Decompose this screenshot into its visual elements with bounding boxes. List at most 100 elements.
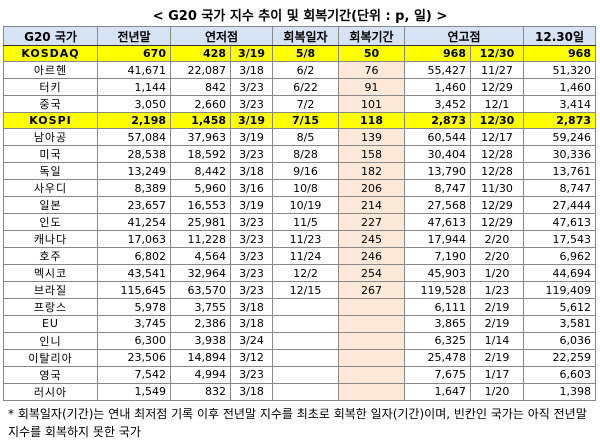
value-cell: 1/20: [470, 382, 524, 401]
value-cell: 3/23: [230, 95, 273, 114]
value-cell: 2/20: [470, 247, 524, 266]
header-cell: 회복기간: [338, 26, 405, 46]
country-cell: 이탈리아: [3, 348, 98, 367]
value-cell: 3/18: [230, 162, 273, 181]
table-row: 미국 28,538 18,592 3/23 8/28 158 30,404 12/28 30,3…: [3, 145, 596, 164]
country-cell: 캐나다: [3, 230, 98, 249]
value-cell: [338, 315, 405, 333]
table-row: 브라질 115,645 63,570 3/23 12/15 267 119,528 1/23 1…: [3, 281, 596, 300]
value-cell: 3/19: [230, 196, 273, 215]
value-cell: 63,570: [170, 281, 231, 300]
value-cell: 8/28: [272, 145, 339, 164]
value-cell: 267: [338, 281, 405, 300]
value-cell: 12/28: [470, 162, 524, 181]
value-cell: 5,978: [97, 298, 171, 317]
header-cell: 연고점: [404, 26, 524, 46]
value-cell: [272, 382, 339, 401]
value-cell: 11/27: [470, 61, 524, 80]
value-cell: 45,903: [404, 264, 471, 283]
value-cell: 11/5: [272, 213, 339, 232]
value-cell: 1/23: [470, 281, 524, 300]
country-cell: EU: [3, 315, 98, 333]
value-cell: 10/8: [272, 179, 339, 198]
value-cell: 4,994: [170, 365, 231, 384]
value-cell: 12/1: [470, 95, 524, 114]
value-cell: 7/15: [272, 112, 339, 130]
value-cell: 28,538: [97, 145, 171, 164]
value-cell: 23,657: [97, 196, 171, 215]
value-cell: 2,198: [97, 112, 171, 130]
value-cell: 13,790: [404, 162, 471, 181]
value-cell: 13,761: [523, 162, 596, 181]
value-cell: 25,981: [170, 213, 231, 232]
value-cell: 3/23: [230, 365, 273, 384]
country-cell: 인도: [3, 213, 98, 232]
country-cell: 영국: [3, 365, 98, 384]
value-cell: 7,542: [97, 365, 171, 384]
value-cell: 16,553: [170, 196, 231, 215]
value-cell: 8,442: [170, 162, 231, 181]
value-cell: 3/19: [230, 128, 273, 147]
value-cell: 3/18: [230, 315, 273, 333]
value-cell: [272, 315, 339, 333]
value-cell: 119,409: [523, 281, 596, 300]
header-cell: 회복일자: [272, 26, 339, 46]
value-cell: 7/2: [272, 95, 339, 114]
value-cell: 9/16: [272, 162, 339, 181]
table-row: 인도 41,254 25,981 3/23 11/5 227 47,613 12/29 47,6…: [3, 213, 596, 232]
value-cell: 22,087: [170, 61, 231, 80]
table-row: 아르헨 41,671 22,087 3/18 6/2 76 55,427 11/27 51,32…: [3, 61, 596, 80]
value-cell: 6,962: [523, 247, 596, 266]
value-cell: 214: [338, 196, 405, 215]
value-cell: [338, 298, 405, 317]
value-cell: 3/23: [230, 78, 273, 97]
value-cell: 55,427: [404, 61, 471, 80]
value-cell: [272, 298, 339, 317]
country-cell: 사우디: [3, 179, 98, 198]
value-cell: 3,938: [170, 331, 231, 350]
country-cell: 호주: [3, 247, 98, 266]
value-cell: 6,802: [97, 247, 171, 266]
value-cell: 832: [170, 382, 231, 401]
index-table: G20 국가 전년말 연저점 회복일자 회복기간 연고점 12.30일 KOSDAQ 670 4…: [3, 26, 596, 401]
country-cell: 인니: [3, 331, 98, 350]
value-cell: 3,452: [404, 95, 471, 114]
table-row: 일본 23,657 16,553 3/19 10/19 214 27,568 12/29 27,…: [3, 196, 596, 215]
table-row: 영국 7,542 4,994 3/23 7,675 1/17 6,603: [3, 365, 596, 384]
value-cell: 3/23: [230, 145, 273, 164]
value-cell: 47,613: [404, 213, 471, 232]
value-cell: 1,460: [523, 78, 596, 97]
value-cell: 118: [338, 112, 405, 130]
value-cell: 227: [338, 213, 405, 232]
table-row: EU 3,745 2,386 3/18 3,865 2/19 3,581: [3, 315, 596, 333]
value-cell: 12/17: [470, 128, 524, 147]
country-cell: KOSPI: [3, 112, 98, 130]
value-cell: 1/20: [470, 264, 524, 283]
value-cell: 101: [338, 95, 405, 114]
value-cell: 2/19: [470, 298, 524, 317]
value-cell: 3,755: [170, 298, 231, 317]
value-cell: 428: [170, 44, 231, 63]
value-cell: 3/18: [230, 61, 273, 80]
value-cell: [272, 348, 339, 367]
value-cell: 41,254: [97, 213, 171, 232]
country-cell: 프랑스: [3, 298, 98, 317]
value-cell: 1,647: [404, 382, 471, 401]
country-cell: 일본: [3, 196, 98, 215]
value-cell: 246: [338, 247, 405, 266]
value-cell: 139: [338, 128, 405, 147]
value-cell: 13,249: [97, 162, 171, 181]
value-cell: 3,865: [404, 315, 471, 333]
value-cell: [338, 331, 405, 350]
value-cell: 2,660: [170, 95, 231, 114]
value-cell: 60,544: [404, 128, 471, 147]
table-row: 남아공 57,084 37,963 3/19 8/5 139 60,544 12/17 59,2…: [3, 128, 596, 147]
header-row: G20 국가 전년말 연저점 회복일자 회복기간 연고점 12.30일: [3, 26, 596, 46]
value-cell: 12/15: [272, 281, 339, 300]
table-row: KOSDAQ 670 428 3/19 5/8 50 968 12/30 968: [3, 44, 596, 63]
value-cell: 3/23: [230, 247, 273, 266]
value-cell: 968: [404, 44, 471, 63]
table-row: 중국 3,050 2,660 3/23 7/2 101 3,452 12/1 3,414: [3, 95, 596, 114]
value-cell: 115,645: [97, 281, 171, 300]
